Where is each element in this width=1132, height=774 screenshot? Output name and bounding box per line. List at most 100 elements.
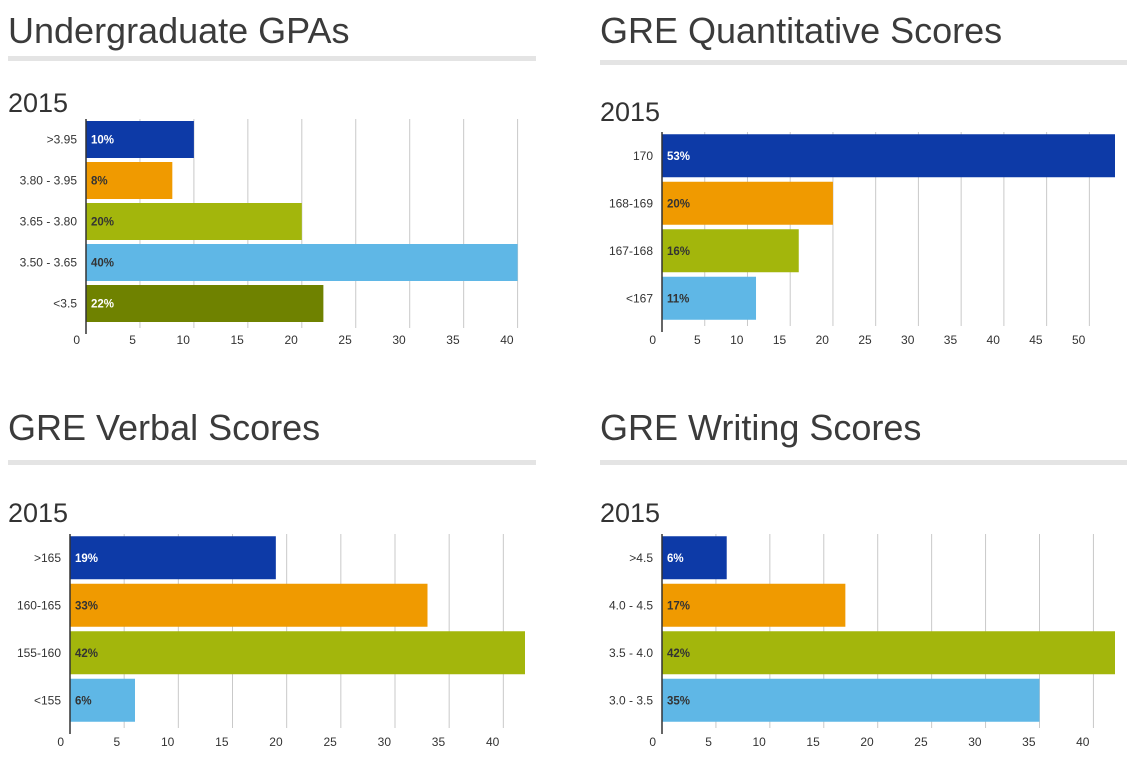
x-tick-label: 30 bbox=[901, 333, 915, 347]
bar bbox=[662, 536, 727, 580]
x-tick-label: 5 bbox=[113, 735, 120, 749]
chart-subtitle-year: 2015 bbox=[8, 88, 69, 118]
data-label: 42% bbox=[667, 648, 690, 660]
x-tick-label: 10 bbox=[161, 735, 175, 749]
category-label: 4.0 - 4.5 bbox=[609, 598, 653, 612]
category-label: 167-168 bbox=[609, 244, 653, 258]
bar-chart-gre-writing: >4.5 6% 4.0 - 4.5 17% 3.5 - 4.0 42% 3.0 - 3.5 3… bbox=[609, 534, 1115, 749]
x-tick-label: 35 bbox=[944, 333, 958, 347]
data-label: 20% bbox=[91, 217, 114, 229]
x-tick-label: 25 bbox=[323, 735, 337, 749]
x-tick-label: 30 bbox=[392, 333, 406, 347]
bar bbox=[86, 285, 324, 322]
category-label: <155 bbox=[34, 693, 61, 707]
category-label: 168-169 bbox=[609, 196, 653, 210]
x-tick-label: 40 bbox=[987, 333, 1001, 347]
bar bbox=[662, 229, 799, 273]
x-tick-label: 25 bbox=[338, 333, 352, 347]
x-tick-label: 35 bbox=[432, 735, 446, 749]
title-divider bbox=[600, 60, 1127, 65]
chart-subtitle-year: 2015 bbox=[600, 97, 661, 127]
bar bbox=[662, 631, 1115, 675]
category-label: 3.80 - 3.95 bbox=[20, 174, 78, 188]
x-tick-label: 5 bbox=[694, 333, 701, 347]
data-label: 42% bbox=[75, 648, 98, 660]
bar bbox=[86, 162, 173, 199]
bar bbox=[662, 678, 1040, 722]
category-label: >4.5 bbox=[629, 551, 653, 565]
category-label: >165 bbox=[34, 551, 61, 565]
x-tick-label: 15 bbox=[230, 333, 244, 347]
x-tick-label: 45 bbox=[1029, 333, 1043, 347]
category-label: <3.5 bbox=[53, 297, 77, 311]
x-tick-label: 0 bbox=[73, 333, 80, 347]
data-label: 8% bbox=[91, 176, 108, 188]
x-tick-label: 20 bbox=[284, 333, 298, 347]
bar bbox=[70, 678, 135, 722]
x-tick-label: 10 bbox=[752, 735, 766, 749]
x-tick-label: 15 bbox=[215, 735, 229, 749]
x-tick-label: 0 bbox=[649, 333, 656, 347]
bar bbox=[86, 203, 302, 240]
data-label: 22% bbox=[91, 299, 114, 311]
data-label: 20% bbox=[667, 198, 690, 210]
category-label: >3.95 bbox=[47, 133, 78, 147]
x-tick-label: 30 bbox=[968, 735, 982, 749]
x-tick-label: 10 bbox=[730, 333, 744, 347]
category-label: 3.65 - 3.80 bbox=[20, 215, 78, 229]
chart-title: GRE Writing Scores bbox=[600, 407, 922, 448]
x-tick-label: 30 bbox=[378, 735, 392, 749]
category-label: 3.5 - 4.0 bbox=[609, 646, 653, 660]
x-tick-label: 25 bbox=[858, 333, 872, 347]
data-label: 6% bbox=[75, 695, 92, 707]
data-label: 53% bbox=[667, 151, 690, 163]
x-tick-label: 15 bbox=[806, 735, 820, 749]
x-tick-label: 20 bbox=[269, 735, 283, 749]
x-tick-label: 35 bbox=[446, 333, 460, 347]
data-label: 19% bbox=[75, 553, 98, 565]
x-tick-label: 20 bbox=[816, 333, 830, 347]
data-label: 6% bbox=[667, 553, 684, 565]
data-label: 40% bbox=[91, 258, 114, 270]
chart-title: GRE Verbal Scores bbox=[8, 407, 321, 448]
bar bbox=[662, 134, 1115, 178]
title-divider bbox=[600, 460, 1127, 465]
chart-title: GRE Quantitative Scores bbox=[600, 10, 1003, 51]
x-tick-label: 50 bbox=[1072, 333, 1086, 347]
category-label: <167 bbox=[626, 291, 653, 305]
data-label: 17% bbox=[667, 600, 690, 612]
bar bbox=[662, 276, 757, 320]
x-tick-label: 0 bbox=[57, 735, 64, 749]
bar bbox=[70, 536, 276, 580]
x-tick-label: 10 bbox=[177, 333, 191, 347]
category-label: 160-165 bbox=[17, 598, 61, 612]
x-tick-label: 40 bbox=[1076, 735, 1090, 749]
data-label: 11% bbox=[667, 293, 689, 305]
chart-panel-undergraduate-gpa: Undergraduate GPAs 2015 >3.95 10% 3.80 - 3… bbox=[8, 8, 536, 358]
x-tick-label: 15 bbox=[773, 333, 787, 347]
chart-panel-gre-writing: GRE Writing Scores 20 15 >4.5 6% 4.0 - 4.5 1… bbox=[600, 410, 1127, 760]
bar bbox=[662, 583, 846, 627]
x-tick-label: 35 bbox=[1022, 735, 1036, 749]
category-label: 155-160 bbox=[17, 646, 61, 660]
x-tick-label: 5 bbox=[705, 735, 712, 749]
title-divider bbox=[8, 56, 536, 61]
data-label: 33% bbox=[75, 600, 98, 612]
bar-chart-undergraduate-gpa: >3.95 10% 3.80 - 3.95 8% 3.65 - 3.80 20% 3.50 … bbox=[20, 119, 519, 347]
bar bbox=[86, 121, 194, 158]
bar-chart-gre-quantitative: 170 53% 168-169 20% 167-168 16% <167 11% 0 5 10 15 2… bbox=[609, 132, 1115, 347]
x-tick-label: 20 bbox=[860, 735, 874, 749]
bar-chart-gre-verbal: >165 19% 160-165 33% 155-160 42% <155 6% 0 5 10 15 2… bbox=[17, 534, 525, 749]
x-tick-label: 5 bbox=[129, 333, 136, 347]
x-tick-label: 0 bbox=[649, 735, 656, 749]
data-label: 16% bbox=[667, 246, 690, 258]
chart-subtitle-year: 2015 bbox=[8, 498, 69, 528]
x-tick-label: 40 bbox=[486, 735, 500, 749]
category-label: 3.50 - 3.65 bbox=[20, 256, 78, 270]
data-label: 10% bbox=[91, 135, 114, 147]
data-label: 35% bbox=[667, 695, 690, 707]
bar bbox=[662, 181, 833, 225]
bar bbox=[70, 583, 428, 627]
bar bbox=[86, 244, 518, 281]
chart-title: Undergraduate GPAs bbox=[8, 10, 350, 51]
